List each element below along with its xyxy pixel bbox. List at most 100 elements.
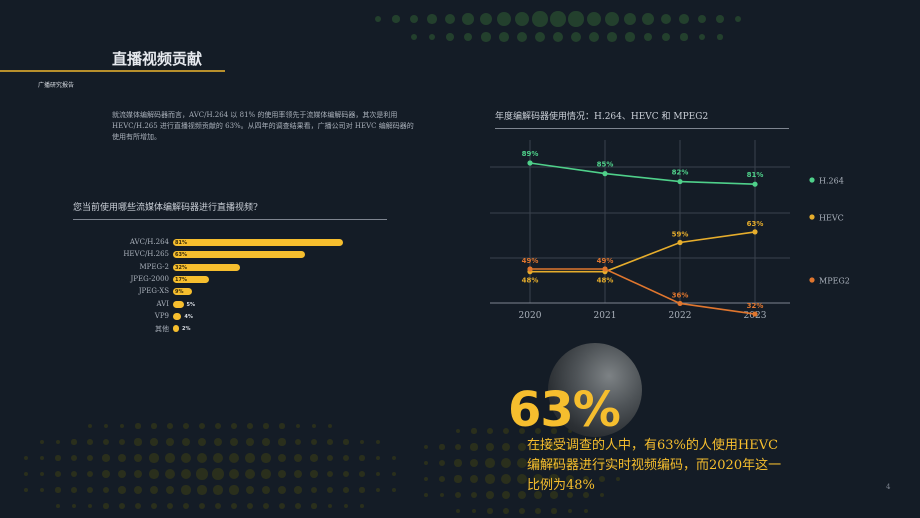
decorative-dot	[599, 460, 605, 466]
decorative-dot	[310, 438, 318, 446]
decorative-dot	[70, 470, 78, 478]
decorative-dot	[180, 452, 191, 463]
decorative-dot	[375, 455, 381, 461]
data-label: 82%	[672, 169, 689, 177]
decorative-dot	[133, 453, 143, 463]
decorative-dot	[246, 502, 254, 510]
decorative-dot	[534, 491, 542, 499]
decorative-dot	[588, 31, 600, 43]
bar-category-label: HEVC/H.265	[123, 250, 169, 259]
decorative-dot	[103, 503, 109, 509]
decorative-dot	[605, 12, 619, 26]
decorative-dot	[310, 454, 318, 462]
decorative-dot	[582, 475, 590, 483]
decorative-dot	[615, 476, 621, 482]
title-divider	[0, 70, 225, 72]
decorative-dot	[454, 459, 462, 467]
decorative-dot	[439, 476, 445, 482]
line-chart-divider	[495, 128, 789, 129]
decorative-dot	[149, 453, 159, 463]
decorative-dot	[568, 11, 584, 27]
decorative-dot	[261, 485, 271, 495]
x-tick-label: 2020	[519, 311, 542, 321]
decorative-dot	[247, 423, 253, 429]
decorative-dot	[86, 454, 94, 462]
decorative-dot	[550, 11, 566, 27]
decorative-dot	[119, 423, 125, 429]
bar-value-label: 32%	[175, 264, 187, 271]
intro-paragraph: 就流媒体编解码器而言，AVC/H.264 以 81% 的使用率领先于流媒体编解码…	[112, 111, 414, 141]
decorative-dot	[56, 504, 60, 508]
data-point	[677, 300, 683, 307]
decorative-dot	[391, 471, 397, 477]
data-point	[602, 266, 608, 272]
decorative-dot	[295, 423, 301, 429]
decorative-dot	[517, 490, 527, 500]
data-label: 85%	[597, 161, 614, 169]
data-point	[752, 181, 758, 187]
legend-label: MPEG2	[819, 277, 850, 286]
data-point	[752, 229, 758, 235]
decorative-dot	[615, 460, 621, 466]
decorative-dot	[86, 486, 94, 494]
decorative-dot	[535, 428, 541, 434]
decorative-dot	[549, 474, 559, 484]
decorative-dot	[599, 476, 605, 482]
x-tick-label: 2022	[669, 311, 692, 321]
bar-chart-divider	[73, 219, 387, 220]
decorative-dot	[167, 423, 173, 429]
decorative-dot	[55, 439, 61, 445]
decorative-dot	[133, 469, 143, 479]
decorative-dot	[583, 444, 589, 450]
decorative-dot	[439, 460, 445, 466]
legend-marker	[809, 277, 815, 283]
decorative-dot	[497, 12, 511, 26]
decorative-dot	[455, 508, 461, 514]
decorative-dot	[55, 455, 61, 461]
data-label: 32%	[747, 302, 764, 310]
decorative-dot	[199, 423, 205, 429]
decorative-dot	[623, 12, 637, 26]
decorative-dot	[535, 508, 541, 514]
decorative-dot	[228, 468, 240, 480]
decorative-dot	[327, 423, 332, 428]
decorative-dot	[213, 437, 223, 447]
decorative-dot	[586, 11, 602, 27]
decorative-dot	[567, 428, 573, 434]
data-label: 48%	[522, 277, 539, 285]
legend-label: H.264	[819, 177, 844, 186]
decorative-dot	[471, 508, 477, 514]
decorative-dot	[212, 452, 224, 464]
series-line-mpeg2	[530, 268, 756, 315]
decorative-dot	[643, 32, 653, 42]
decorative-dot	[70, 454, 77, 461]
decorative-dot	[499, 32, 509, 42]
decorative-dot	[518, 427, 525, 434]
decorative-dot	[343, 503, 349, 509]
decorative-dot	[151, 423, 157, 429]
bar	[173, 325, 179, 333]
page-title: 直播视频贡献	[112, 50, 203, 68]
decorative-dot	[550, 443, 558, 451]
decorative-dot	[102, 486, 110, 494]
decorative-dot	[376, 440, 380, 444]
decorative-dot	[310, 470, 318, 478]
decorative-dot	[261, 453, 271, 463]
decorative-dot	[214, 502, 222, 510]
data-label: 49%	[597, 257, 614, 265]
data-point	[677, 239, 683, 246]
decorative-dot	[360, 504, 364, 508]
data-label: 63%	[747, 220, 764, 228]
decorative-dot	[277, 453, 287, 463]
page-subtitle: 广播研究报告	[38, 82, 75, 89]
decorative-dot	[486, 491, 494, 499]
data-label: 81%	[747, 171, 764, 179]
decorative-dot	[327, 439, 333, 445]
data-label: 48%	[597, 277, 614, 285]
decorative-dot	[517, 442, 527, 452]
decorative-dot	[607, 32, 617, 42]
decorative-dot	[500, 473, 512, 485]
decorative-dot	[134, 486, 142, 494]
decorative-dot	[342, 470, 350, 478]
decorative-dot	[717, 34, 723, 40]
